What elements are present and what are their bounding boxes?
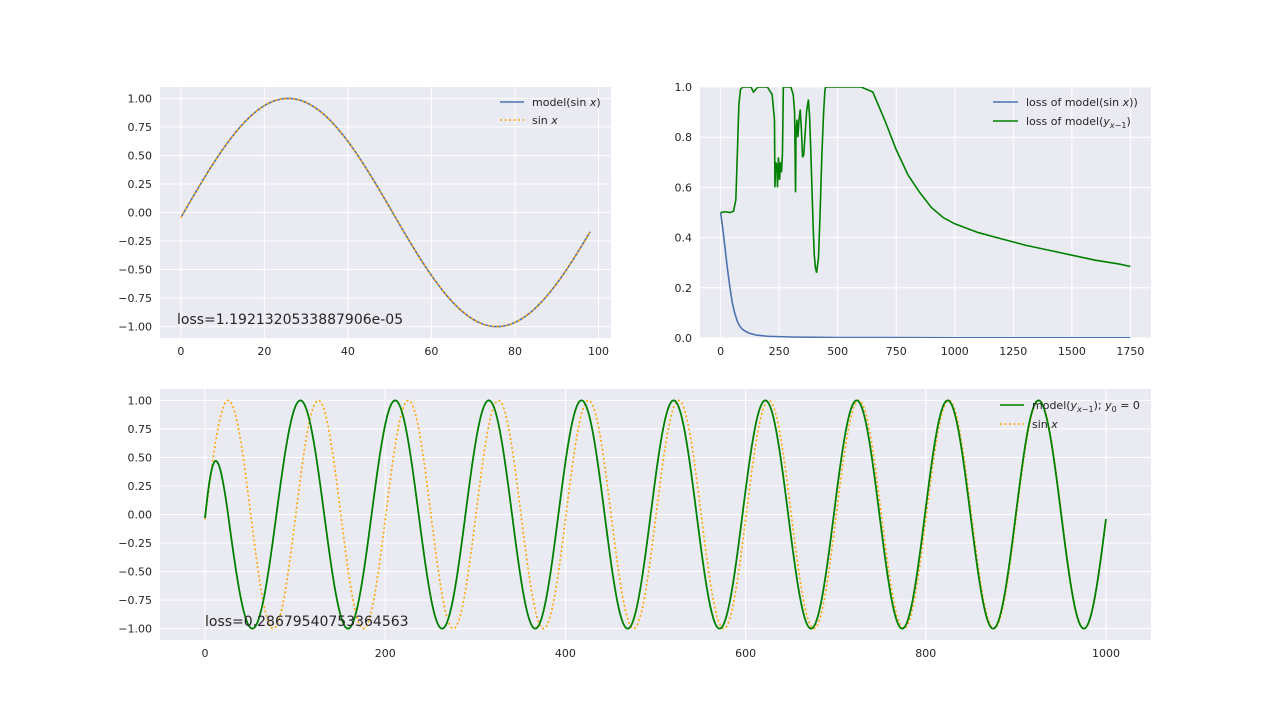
loss-annotation: loss=1.1921320533887906e-05 [177, 312, 403, 328]
x-tick-label: 1000 [941, 345, 969, 358]
series-sin-x-line [204, 399, 1107, 630]
y-tick-label: 0.00 [128, 509, 153, 522]
legend-label-target-rec: sin x [1032, 418, 1058, 431]
y-tick-label: 0.75 [128, 121, 153, 134]
y-tick-label: −0.75 [118, 292, 152, 305]
plot-losses-y-ticks: 0.0 0.2 0.4 0.6 0.8 1.0 [675, 81, 693, 345]
y-tick-label: −0.25 [118, 537, 152, 550]
x-tick-label: 750 [886, 345, 907, 358]
plot-model-fit: 0 20 40 60 80 100 −1.00 −0.75 −0.50 −0.25 0.00 0.2… [118, 87, 611, 358]
series-loss-model-recurrent-line [720, 87, 1131, 273]
series-loss-model-sin-line [719, 212, 1131, 338]
y-tick-label: 0.25 [128, 178, 153, 191]
x-tick-label: 1500 [1058, 345, 1086, 358]
y-tick-label: 1.00 [128, 92, 153, 105]
y-tick-label: −0.25 [118, 235, 152, 248]
plot-losses-grid-x [720, 87, 1131, 338]
y-tick-label: 1.0 [675, 81, 693, 94]
y-tick-label: 0.50 [128, 149, 153, 162]
y-tick-label: 0.25 [128, 480, 153, 493]
plot-model-fit-x-ticks: 0 20 40 60 80 100 [177, 345, 609, 358]
y-tick-label: 0.4 [675, 232, 693, 245]
y-tick-label: 0.6 [675, 181, 693, 194]
x-tick-label: 0 [177, 345, 184, 358]
x-tick-label: 250 [769, 345, 790, 358]
plot-recurrent-grid-y [160, 399, 1151, 630]
legend-label-loss-sin: loss of model(sin x)) [1026, 96, 1138, 109]
x-tick-label: 40 [341, 345, 355, 358]
legend: model(sin x) sin x [500, 96, 601, 127]
y-tick-label: −1.00 [118, 321, 152, 334]
x-tick-label: 500 [827, 345, 848, 358]
y-tick-label: 0.00 [128, 207, 153, 220]
y-tick-label: 1.00 [128, 394, 153, 407]
legend-label-loss-rec: loss of model(yx−1) [1026, 115, 1131, 130]
x-tick-label: 1250 [999, 345, 1027, 358]
plot-losses-x-ticks: 0 250 500 750 1000 1250 1500 1750 [717, 345, 1144, 358]
legend: loss of model(sin x)) loss of model(yx−1… [993, 96, 1138, 130]
x-tick-label: 20 [257, 345, 271, 358]
plot-recurrent-x-ticks: 0 200 400 600 800 1000 [202, 647, 1120, 660]
x-tick-label: 800 [915, 647, 936, 660]
legend-label-model: model(sin x) [532, 96, 601, 109]
y-tick-label: 0.50 [128, 451, 153, 464]
plot-losses: 0 250 500 750 1000 1250 1500 1750 0.00.20.40.60… [675, 81, 1151, 358]
x-tick-label: 400 [555, 647, 576, 660]
y-tick-label: −0.50 [118, 264, 152, 277]
x-tick-label: 0 [717, 345, 724, 358]
x-tick-label: 0 [202, 647, 209, 660]
y-tick-label: −0.50 [118, 566, 152, 579]
plot-recurrent: 0 200 400 600 800 1000 −1.00 −0.75 −0.50 −0.25 0.… [118, 389, 1151, 660]
y-tick-label: 0.2 [675, 282, 693, 295]
x-tick-label: 600 [735, 647, 756, 660]
y-tick-label: 0.0 [675, 332, 693, 345]
plot-model-fit-grid-y [160, 97, 611, 328]
x-tick-label: 1000 [1092, 647, 1120, 660]
loss-annotation: loss=0.28679540753364563 [205, 614, 409, 630]
legend-label-target: sin x [532, 114, 558, 127]
x-tick-label: 200 [375, 647, 396, 660]
x-tick-label: 100 [588, 345, 609, 358]
y-tick-label: 0.75 [128, 423, 153, 436]
x-tick-label: 1750 [1116, 345, 1144, 358]
x-tick-label: 60 [424, 345, 438, 358]
x-tick-label: 80 [508, 345, 522, 358]
series-sin-x-line [180, 97, 591, 328]
plot-model-fit-y-ticks: −1.00 −0.75 −0.50 −0.25 0.00 0.25 0.50 0.75 1.00 [118, 92, 152, 333]
y-tick-label: −1.00 [118, 623, 152, 636]
y-tick-label: −0.75 [118, 594, 152, 607]
plot-recurrent-y-ticks: −1.00 −0.75 −0.50 −0.25 0.00 0.25 0.50 0.75 1.00 [118, 394, 152, 635]
y-tick-label: 0.8 [675, 131, 693, 144]
series-model-recurrent-line [204, 399, 1107, 630]
